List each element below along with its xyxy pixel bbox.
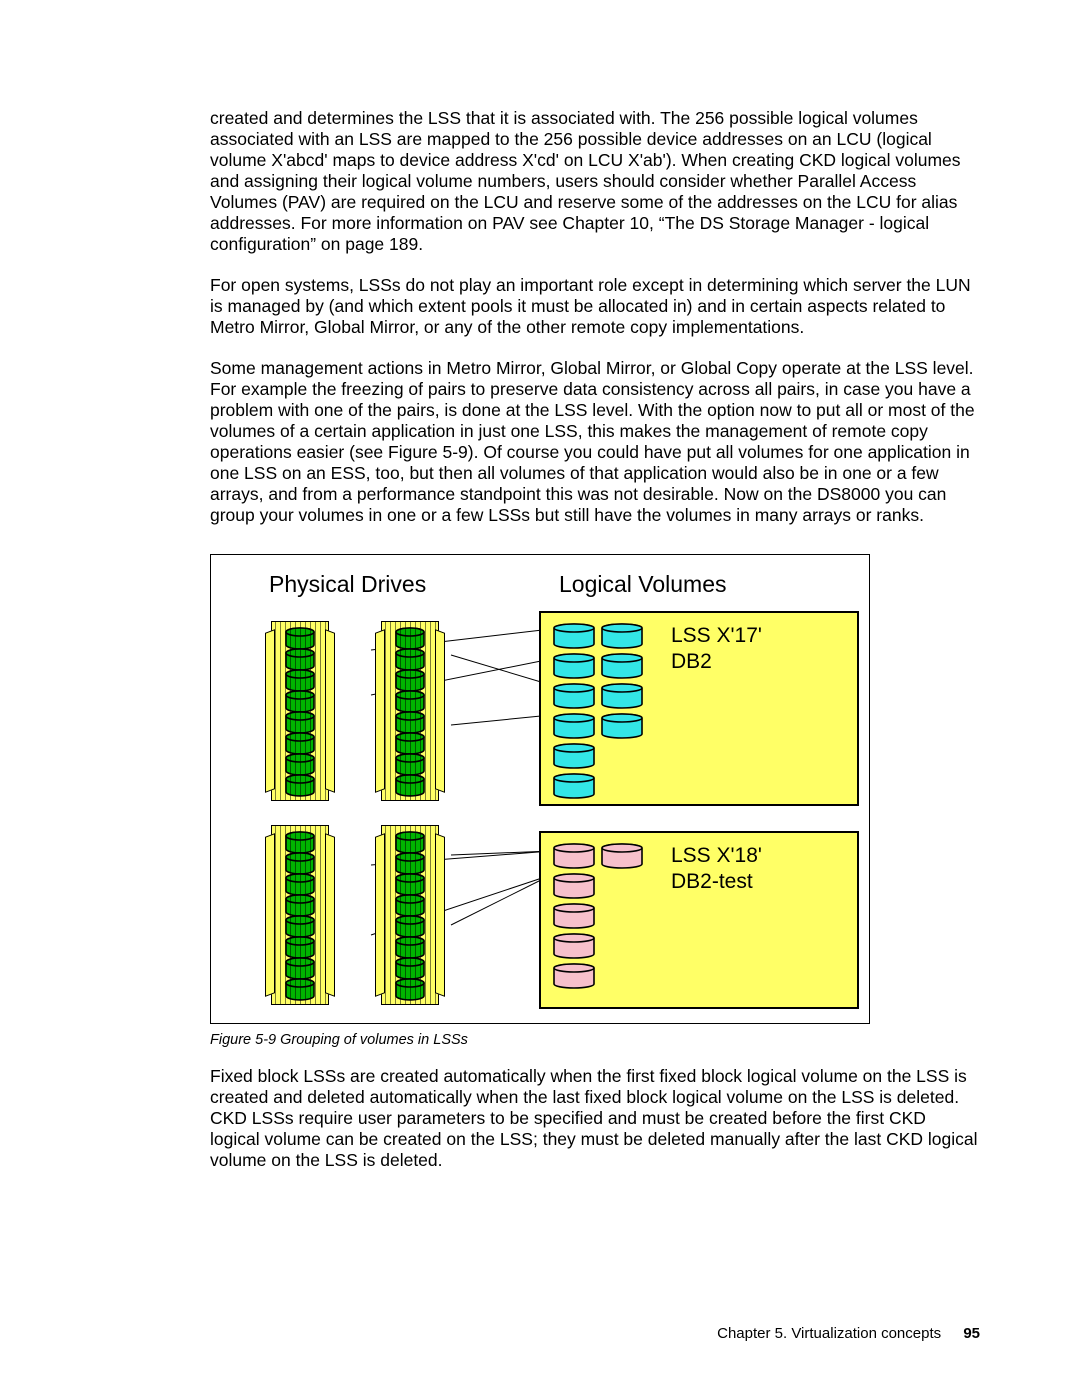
footer-page-number: 95 — [963, 1325, 980, 1342]
drive-disk — [285, 774, 315, 793]
paragraph-4: Fixed block LSSs are created automatical… — [210, 1066, 980, 1171]
lss-box-2: LSS X'18'DB2-test — [539, 831, 859, 1009]
drive-disk — [395, 690, 425, 709]
logical-volume-cyl — [601, 713, 643, 748]
drive-disk — [285, 894, 315, 913]
drive-disk — [395, 711, 425, 730]
drive-disk — [395, 669, 425, 688]
paragraph-3: Some management actions in Metro Mirror,… — [210, 358, 980, 526]
paragraph-2: For open systems, LSSs do not play an im… — [210, 275, 980, 338]
drive-disk — [285, 915, 315, 934]
drive-disk-column — [395, 627, 425, 795]
drive-disk — [285, 936, 315, 955]
physical-drive-3 — [381, 825, 439, 1005]
drive-flare-right — [435, 629, 445, 793]
drive-flare-left — [375, 629, 385, 793]
drive-disk — [395, 936, 425, 955]
drive-flare-left — [265, 629, 275, 793]
footer-chapter: Chapter 5. Virtualization concepts — [717, 1325, 941, 1342]
drive-disk — [395, 732, 425, 751]
drive-disk — [285, 627, 315, 646]
page-content: created and determines the LSS that it i… — [0, 0, 1080, 1251]
drive-disk — [285, 648, 315, 667]
drive-disk — [395, 648, 425, 667]
drive-flare-left — [265, 833, 275, 997]
drive-disk — [285, 831, 315, 850]
logical-volume-cyl — [553, 773, 595, 808]
drive-disk — [285, 690, 315, 709]
lss-label: LSS X'18'DB2-test — [671, 843, 762, 896]
drive-disk — [395, 957, 425, 976]
physical-drive-2 — [271, 825, 329, 1005]
drive-disk — [285, 711, 315, 730]
drive-disk — [285, 873, 315, 892]
paragraph-1: created and determines the LSS that it i… — [210, 108, 980, 255]
physical-drive-0 — [271, 621, 329, 801]
drive-disk — [285, 852, 315, 871]
drive-disk — [285, 753, 315, 772]
drive-disk — [395, 873, 425, 892]
drive-disk-column — [395, 831, 425, 999]
drive-flare-right — [435, 833, 445, 997]
drive-flare-right — [325, 629, 335, 793]
drive-disk-column — [285, 831, 315, 999]
drive-flare-right — [325, 833, 335, 997]
drive-disk — [395, 894, 425, 913]
drive-disk — [395, 978, 425, 997]
drive-disk — [395, 831, 425, 850]
drive-disk — [285, 957, 315, 976]
drive-disk — [395, 774, 425, 793]
drive-flare-left — [375, 833, 385, 997]
drive-disk — [395, 915, 425, 934]
lss-label: LSS X'17'DB2 — [671, 623, 762, 676]
drive-disk-column — [285, 627, 315, 795]
lss-box-1: LSS X'17'DB2 — [539, 611, 859, 806]
drive-disk — [285, 732, 315, 751]
drive-disk — [285, 669, 315, 688]
page-footer: Chapter 5. Virtualization concepts 95 — [717, 1325, 980, 1342]
drive-disk — [285, 978, 315, 997]
physical-drive-1 — [381, 621, 439, 801]
logical-volume-cyl — [553, 963, 595, 998]
figure-caption: Figure 5-9 Grouping of volumes in LSSs — [210, 1032, 980, 1048]
drive-disk — [395, 852, 425, 871]
drive-disk — [395, 753, 425, 772]
drive-disk — [395, 627, 425, 646]
figure-5-9: Physical DrivesLogical VolumesLSS X'17'D… — [210, 554, 870, 1024]
logical-volume-cyl — [601, 843, 643, 878]
